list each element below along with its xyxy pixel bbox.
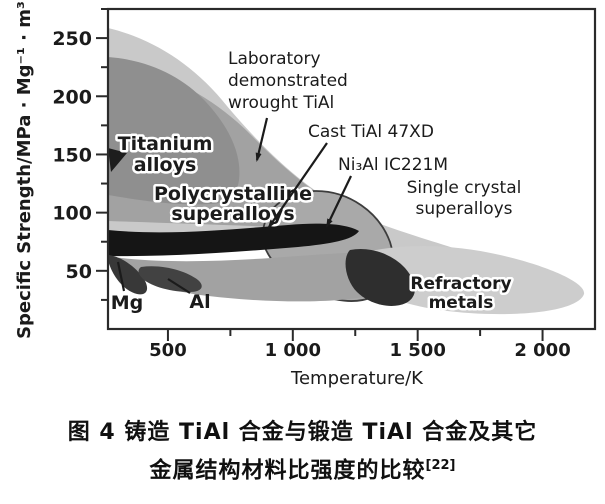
label-single-crystal-superalloys: Single crystal superalloys — [407, 178, 522, 219]
y-tick-label-250: 250 — [52, 28, 92, 50]
x-tick-label-500: 500 — [149, 340, 187, 361]
x-tick-label-2000: 2 000 — [514, 340, 570, 361]
leader-al — [167, 278, 191, 294]
y-tick-label-150: 150 — [52, 144, 92, 166]
x-tick-label-1000: 1 000 — [265, 340, 321, 361]
chart-canvas: 500 1 000 1 500 2 000 50 100 150 200 250 Temperat… — [14, 1, 597, 389]
figure-caption-line2: 金属结构材料比强度的比较[22] — [0, 449, 605, 487]
figure-caption-line2-text: 金属结构材料比强度的比较 — [149, 458, 426, 484]
figure-caption: 图 4 铸造 TiAl 合金与锻造 TiAl 合金及其它 金属结构材料比强度的比… — [0, 416, 605, 487]
figure-caption-line1: 图 4 铸造 TiAl 合金与锻造 TiAl 合金及其它 — [67, 420, 538, 445]
x-axis-title: Temperature/K — [290, 368, 424, 389]
specific-strength-chart: 500 1 000 1 500 2 000 50 100 150 200 250 Temperat… — [14, 1, 597, 389]
y-axis-title: Specific Strength/MPa · Mg⁻¹ · m³ — [14, 1, 35, 339]
figure-caption-reference: [22] — [425, 458, 456, 473]
titanium-alloys-region — [108, 57, 240, 205]
label-ni3al-ic221m: Ni₃Al IC221M — [338, 155, 448, 175]
plot-border — [106, 7, 597, 331]
ni3al-ic221m-region — [345, 248, 415, 306]
label-laboratory-wrought-tial: Laboratory demonstrated wrought TiAl — [228, 49, 348, 113]
cast-tial-47xd-band-region — [108, 223, 359, 257]
label-titanium-alloys: Titanium alloys — [118, 133, 213, 176]
refractory-metals-region — [364, 246, 585, 315]
arrow-ni3al — [326, 175, 352, 228]
arrow-cast-tial — [267, 142, 328, 229]
label-al: Al — [189, 291, 210, 313]
steel-wedge-region — [108, 148, 127, 172]
arrow-wrought-tial — [255, 117, 269, 162]
label-polycrystalline-superalloys: Polycrystalline superalloys — [154, 183, 312, 225]
label-cast-tial-47xd: Cast TiAl 47XD — [308, 122, 434, 142]
y-tick-label-200: 200 — [52, 86, 92, 108]
y-tick-label-50: 50 — [66, 261, 92, 283]
label-mg: Mg — [111, 292, 144, 314]
leader-mg — [116, 261, 126, 292]
label-refractory-metals: Refractory metals — [410, 274, 511, 313]
x-tick-label-1500: 1 500 — [389, 340, 445, 361]
y-tick-label-100: 100 — [52, 203, 92, 225]
